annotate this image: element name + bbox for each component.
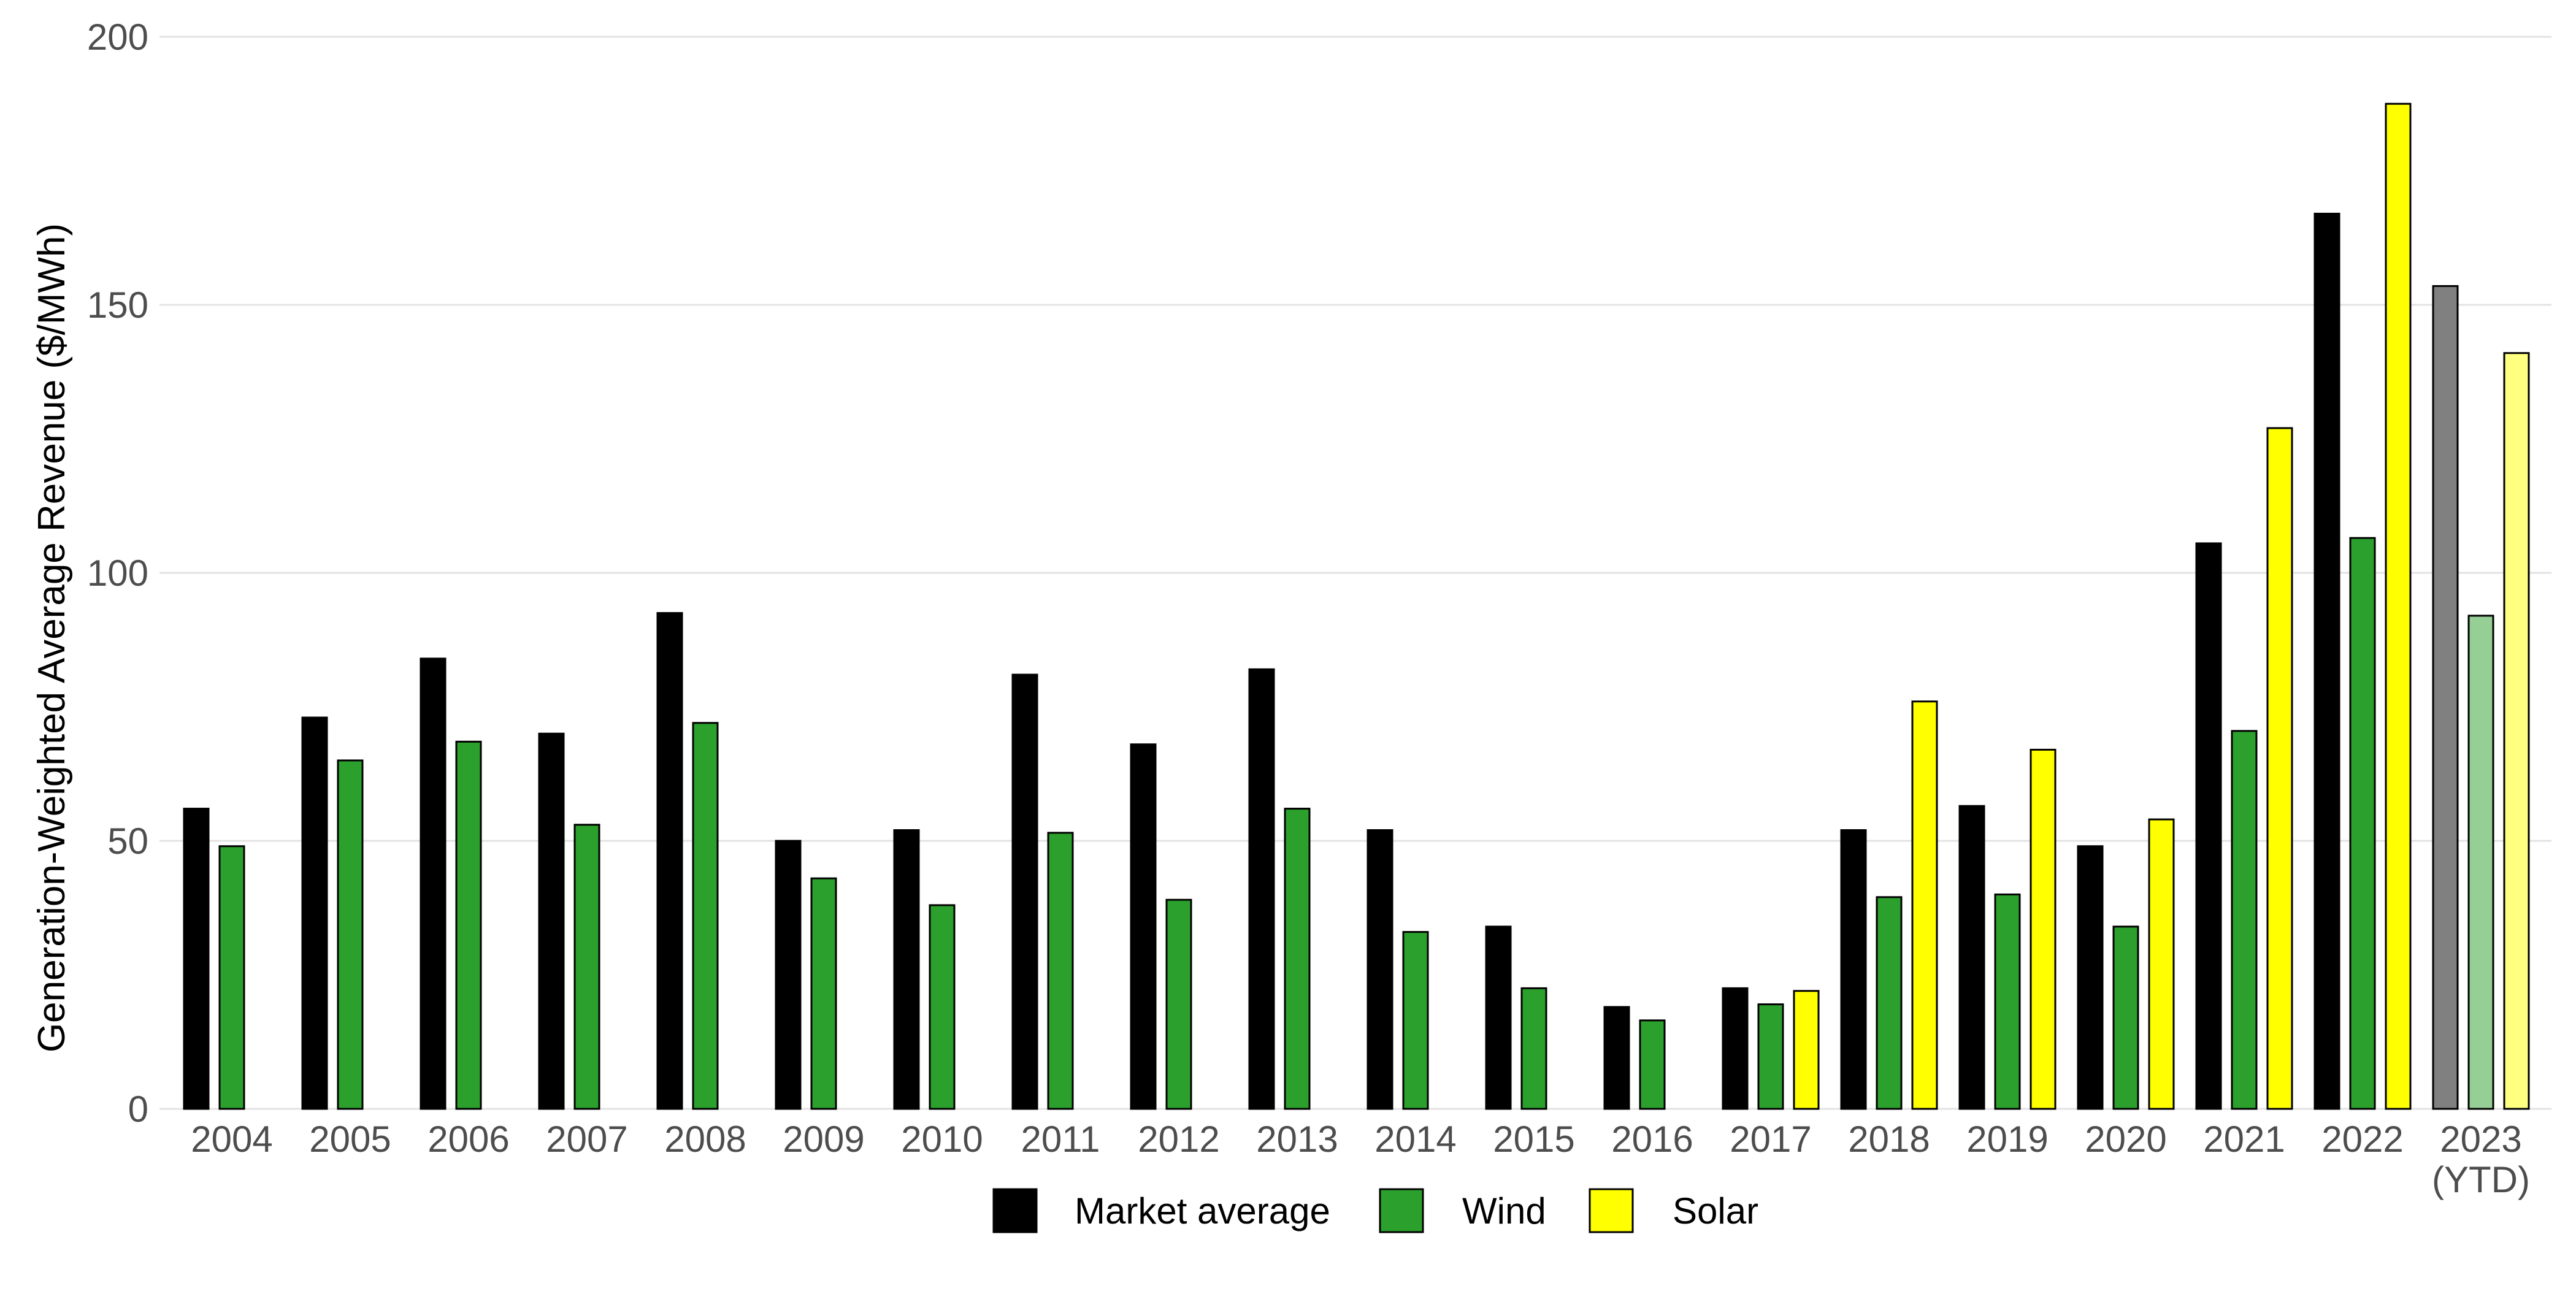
- legend-label[interactable]: Solar: [1673, 1190, 1758, 1232]
- bar-wind[interactable]: [1994, 893, 2021, 1110]
- bar-market-average[interactable]: [183, 808, 210, 1110]
- bar-market-average[interactable]: [420, 657, 447, 1110]
- y-tick-label: 100: [87, 553, 148, 594]
- bar-wind[interactable]: [1876, 896, 1903, 1110]
- y-tick-label: 200: [87, 17, 148, 58]
- x-tick-label: 2015: [1493, 1119, 1574, 1160]
- bar-market-average[interactable]: [1958, 805, 1985, 1110]
- bar-wind[interactable]: [2231, 730, 2258, 1110]
- x-tick-label: 2014: [1374, 1119, 1456, 1160]
- y-axis-title: Generation-Weighted Average Revenue ($/M…: [31, 223, 73, 1052]
- bar-market-average[interactable]: [1130, 743, 1157, 1110]
- bar-wind[interactable]: [1639, 1019, 1666, 1110]
- x-tick-label: 2013: [1256, 1119, 1338, 1160]
- bar-market-average[interactable]: [301, 716, 328, 1110]
- bar-solar[interactable]: [1911, 700, 1938, 1110]
- bar-market-average[interactable]: [1011, 673, 1038, 1110]
- x-tick-label: 2009: [783, 1119, 864, 1160]
- x-tick-label: 2005: [309, 1119, 391, 1160]
- bar-wind[interactable]: [1402, 931, 1429, 1110]
- legend-swatch-wind[interactable]: [1379, 1188, 1424, 1233]
- x-tick-label: 2011: [1021, 1119, 1100, 1160]
- y-tick-label: 150: [87, 285, 148, 326]
- bar-market-average[interactable]: [656, 612, 683, 1110]
- bar-market-average[interactable]: [538, 732, 565, 1110]
- bar-market-average[interactable]: [1840, 829, 1867, 1110]
- bar-solar[interactable]: [2385, 102, 2412, 1110]
- bar-wind[interactable]: [455, 740, 482, 1110]
- x-tick-label: 2016: [1611, 1119, 1693, 1160]
- x-tick-label: 2017: [1730, 1119, 1811, 1160]
- x-tick-label: 2008: [664, 1119, 746, 1160]
- y-tick-label: 0: [128, 1089, 148, 1130]
- bar-wind[interactable]: [929, 904, 956, 1110]
- bar-market-average[interactable]: [1603, 1006, 1630, 1110]
- bar-wind[interactable]: [1165, 898, 1192, 1110]
- bar-wind[interactable]: [1284, 808, 1311, 1110]
- y-tick-label: 50: [107, 821, 148, 862]
- bar-wind[interactable]: [573, 824, 600, 1110]
- bar-market-average[interactable]: [2432, 285, 2459, 1110]
- bar-solar[interactable]: [2030, 748, 2057, 1110]
- legend-label[interactable]: Market average: [1075, 1190, 1330, 1232]
- bar-market-average[interactable]: [775, 840, 802, 1110]
- bar-market-average[interactable]: [1248, 668, 1275, 1110]
- bar-market-average[interactable]: [1722, 987, 1749, 1110]
- legend-swatch-market-average[interactable]: [992, 1188, 1038, 1233]
- bar-market-average[interactable]: [1485, 925, 1512, 1110]
- bar-solar[interactable]: [2148, 818, 2175, 1110]
- bar-wind[interactable]: [1520, 987, 1547, 1110]
- bar-wind[interactable]: [692, 722, 719, 1110]
- x-tick-label: 2004: [191, 1119, 272, 1160]
- bar-wind[interactable]: [218, 845, 245, 1110]
- legend[interactable]: Market average Wind Solar: [992, 1188, 1758, 1233]
- x-tick-label: 2022: [2321, 1119, 2403, 1160]
- bar-solar[interactable]: [2266, 427, 2293, 1110]
- bar-wind[interactable]: [2349, 537, 2376, 1110]
- bar-wind[interactable]: [2467, 615, 2494, 1110]
- x-tick-label: 2021: [2203, 1119, 2285, 1160]
- bar-solar[interactable]: [2503, 352, 2530, 1110]
- x-tick-label: 2023 (YTD): [2432, 1119, 2530, 1200]
- x-tick-label: 2019: [1966, 1119, 2048, 1160]
- bar-wind[interactable]: [1757, 1003, 1784, 1110]
- bar-wind[interactable]: [810, 877, 837, 1110]
- y-axis-ticks: 0 50 100 150 200: [87, 17, 148, 1130]
- bars: [183, 102, 2530, 1110]
- bar-market-average[interactable]: [893, 829, 920, 1110]
- bar-market-average[interactable]: [1367, 829, 1393, 1110]
- x-tick-label: 2018: [1848, 1119, 1930, 1160]
- legend-swatch-solar[interactable]: [1589, 1188, 1634, 1233]
- bar-market-average[interactable]: [2313, 212, 2340, 1110]
- legend-label[interactable]: Wind: [1462, 1190, 1546, 1232]
- x-tick-label: 2006: [427, 1119, 509, 1160]
- bar-market-average[interactable]: [2195, 542, 2222, 1110]
- x-axis-ticks: 2004 2005 2006 2007 2008 2009 2010 2011 2012 2013…: [191, 1119, 2530, 1200]
- bar-wind[interactable]: [337, 759, 364, 1110]
- bar-wind[interactable]: [1047, 832, 1074, 1110]
- bar-market-average[interactable]: [2077, 845, 2104, 1110]
- grid-lines: [159, 36, 2551, 1110]
- bar-solar[interactable]: [1793, 990, 1820, 1110]
- x-tick-label: 2010: [901, 1119, 983, 1160]
- x-tick-label: 2007: [546, 1119, 627, 1160]
- x-tick-label: 2012: [1138, 1119, 1219, 1160]
- x-tick-label: 2020: [2085, 1119, 2166, 1160]
- bar-wind[interactable]: [2112, 925, 2139, 1110]
